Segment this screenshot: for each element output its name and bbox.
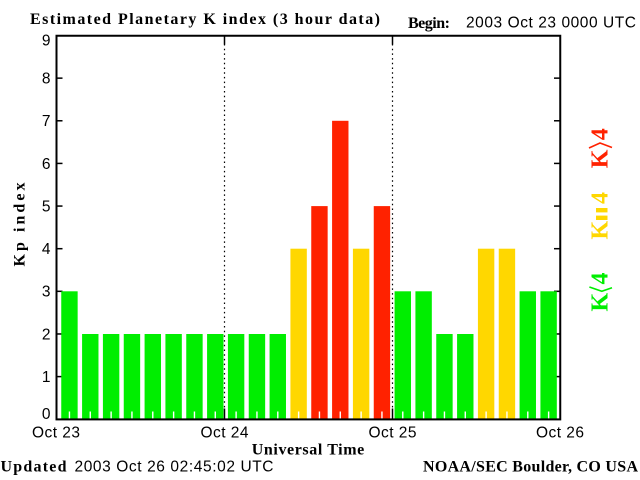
svg-text:Begin:: Begin:: [408, 15, 450, 32]
svg-text:9: 9: [42, 33, 51, 50]
svg-text:1: 1: [42, 369, 51, 386]
svg-text:Updated: Updated: [1, 459, 67, 476]
svg-text:Oct 23: Oct 23: [32, 425, 80, 442]
svg-text:Estimated Planetary K index (3: Estimated Planetary K index (3 hour data…: [30, 11, 380, 28]
svg-text:Oct 24: Oct 24: [201, 425, 249, 442]
svg-text:4: 4: [42, 241, 51, 258]
svg-text:7: 7: [42, 113, 51, 130]
svg-text:Oct 26: Oct 26: [536, 425, 584, 442]
svg-text:NOAA/SEC Boulder, CO USA: NOAA/SEC Boulder, CO USA: [423, 459, 638, 476]
svg-text:4: 4: [588, 273, 614, 285]
svg-text:Oct 25: Oct 25: [369, 425, 417, 442]
svg-text:2003 Oct 26 02:45:02 UTC: 2003 Oct 26 02:45:02 UTC: [75, 459, 274, 476]
svg-text:K: K: [588, 293, 614, 312]
svg-text:K: K: [588, 221, 614, 240]
svg-text:8: 8: [42, 71, 51, 88]
svg-text:3: 3: [42, 284, 51, 301]
svg-text:4: 4: [588, 128, 614, 140]
svg-text:2003 Oct 23 0000 UTC: 2003 Oct 23 0000 UTC: [466, 15, 636, 32]
svg-text:Universal Time: Universal Time: [252, 442, 365, 459]
svg-text:2: 2: [42, 326, 51, 343]
svg-text:4: 4: [588, 192, 614, 204]
svg-text:K: K: [588, 149, 614, 168]
svg-text:6: 6: [42, 156, 51, 173]
svg-text:5: 5: [42, 199, 51, 216]
svg-text:0: 0: [42, 406, 51, 423]
